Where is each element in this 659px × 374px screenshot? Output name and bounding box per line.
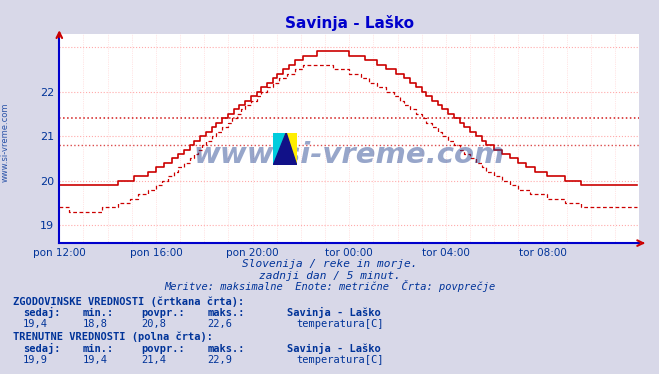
Polygon shape <box>273 133 297 165</box>
Text: 19,9: 19,9 <box>23 355 48 365</box>
Text: 22,6: 22,6 <box>208 319 233 329</box>
Text: Savinja - Laško: Savinja - Laško <box>287 307 380 318</box>
Text: maks.:: maks.: <box>208 308 245 318</box>
Text: temperatura[C]: temperatura[C] <box>297 319 384 329</box>
Text: maks.:: maks.: <box>208 344 245 353</box>
Text: sedaj:: sedaj: <box>23 343 61 353</box>
Text: sedaj:: sedaj: <box>23 307 61 318</box>
Text: TRENUTNE VREDNOSTI (polna črta):: TRENUTNE VREDNOSTI (polna črta): <box>13 332 213 342</box>
Text: 19,4: 19,4 <box>82 355 107 365</box>
Text: zadnji dan / 5 minut.: zadnji dan / 5 minut. <box>258 271 401 280</box>
Text: 18,8: 18,8 <box>82 319 107 329</box>
Text: povpr.:: povpr.: <box>142 308 185 318</box>
Text: Slovenija / reke in morje.: Slovenija / reke in morje. <box>242 260 417 269</box>
Text: 19,4: 19,4 <box>23 319 48 329</box>
Text: temperatura[C]: temperatura[C] <box>297 355 384 365</box>
Text: Meritve: maksimalne  Enote: metrične  Črta: povprečje: Meritve: maksimalne Enote: metrične Črta… <box>164 280 495 292</box>
Text: www.si-vreme.com: www.si-vreme.com <box>194 141 505 169</box>
Text: povpr.:: povpr.: <box>142 344 185 353</box>
Text: 22,9: 22,9 <box>208 355 233 365</box>
Text: ZGODOVINSKE VREDNOSTI (črtkana črta):: ZGODOVINSKE VREDNOSTI (črtkana črta): <box>13 296 244 307</box>
Polygon shape <box>273 133 284 165</box>
Text: www.si-vreme.com: www.si-vreme.com <box>1 102 10 182</box>
Text: 20,8: 20,8 <box>142 319 167 329</box>
Text: min.:: min.: <box>82 344 113 353</box>
Text: Savinja - Laško: Savinja - Laško <box>287 343 380 353</box>
Text: 21,4: 21,4 <box>142 355 167 365</box>
Title: Savinja - Laško: Savinja - Laško <box>285 15 414 31</box>
Text: min.:: min.: <box>82 308 113 318</box>
